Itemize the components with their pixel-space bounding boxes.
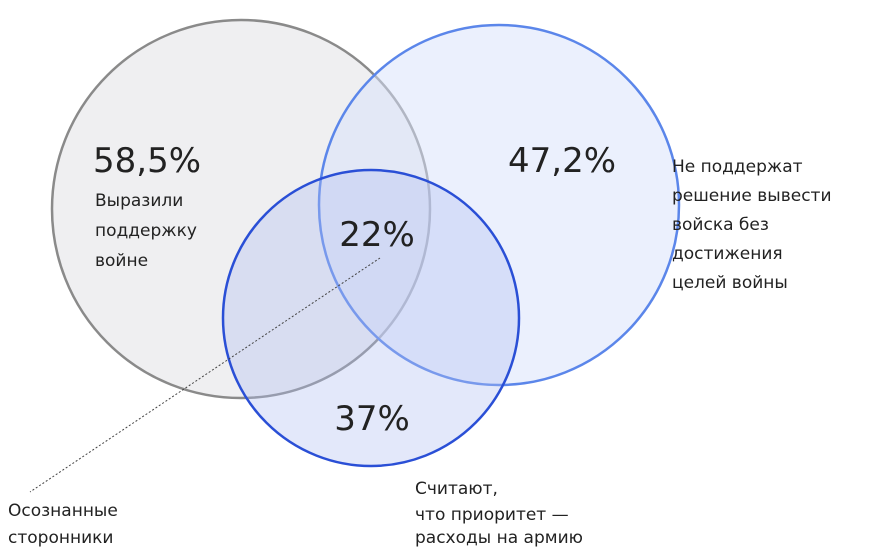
description: решение вывести — [672, 186, 832, 206]
value-label: 22% — [339, 215, 415, 255]
value-label: 37% — [334, 399, 410, 439]
circle-army-priority — [221, 168, 521, 468]
description: Не поддержат — [672, 157, 803, 177]
value-label: 58,5% — [93, 141, 201, 181]
description: Осознанные — [8, 501, 118, 521]
circle-no-withdraw — [317, 23, 681, 387]
description: войска без — [672, 215, 769, 235]
description: целей войны — [672, 273, 788, 293]
description: что приоритет — — [415, 505, 569, 525]
value-label: 47,2% — [508, 141, 616, 181]
description: достижения — [672, 244, 783, 264]
description: Выразили — [95, 191, 183, 211]
description: войне — [95, 251, 148, 271]
description: расходы на армию — [415, 528, 583, 548]
description: Считают, — [415, 479, 498, 499]
description: поддержку — [95, 221, 197, 241]
description: сторонники — [8, 528, 113, 548]
